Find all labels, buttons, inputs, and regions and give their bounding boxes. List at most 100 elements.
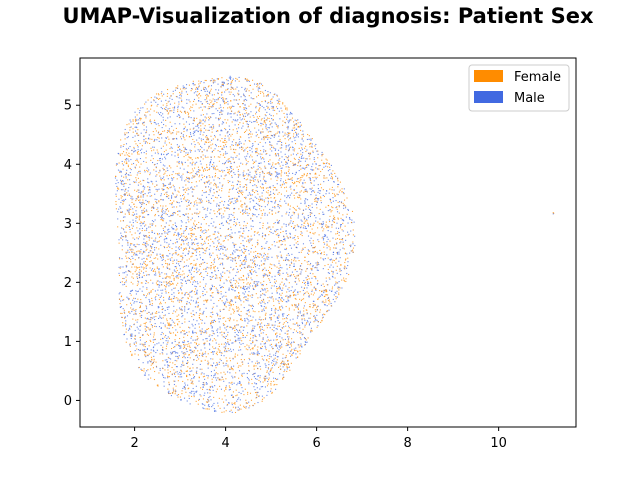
scatter-point-male (199, 363, 201, 365)
scatter-point-female (126, 162, 128, 164)
scatter-point-male (216, 364, 218, 366)
scatter-point-male (253, 386, 255, 388)
scatter-point-female (126, 149, 128, 151)
scatter-point-female (171, 366, 173, 369)
scatter-point-female (261, 270, 263, 272)
scatter-point-male (171, 293, 173, 295)
scatter-point-female (259, 199, 261, 201)
scatter-point-female (162, 145, 164, 147)
scatter-point-female (191, 315, 193, 318)
scatter-point-male (184, 386, 186, 389)
scatter-point-male (221, 185, 223, 187)
scatter-point-male (170, 351, 172, 353)
scatter-point-male (251, 296, 253, 298)
scatter-point-female (281, 278, 283, 280)
scatter-point-male (124, 325, 127, 327)
scatter-point-female (267, 270, 269, 272)
scatter-point-male (202, 339, 204, 341)
scatter-point-male (332, 200, 334, 202)
scatter-point-female (256, 116, 258, 118)
scatter-point-male (274, 230, 276, 232)
scatter-point-male (209, 212, 211, 214)
scatter-point-male (318, 198, 320, 200)
scatter-point-male (200, 272, 202, 274)
scatter-point-male (142, 107, 144, 109)
scatter-point-female (223, 401, 225, 403)
scatter-point-female (259, 92, 262, 94)
scatter-point-female (201, 275, 203, 278)
scatter-point-male (167, 231, 169, 233)
scatter-point-female (152, 206, 155, 208)
scatter-point-female (298, 280, 300, 282)
scatter-point-male (295, 357, 297, 359)
scatter-point-female (222, 362, 224, 364)
scatter-point-male (238, 349, 240, 351)
scatter-point-female (275, 231, 277, 233)
scatter-point-male (199, 254, 201, 256)
scatter-point-male (244, 78, 246, 80)
scatter-point-female (228, 276, 230, 278)
scatter-point-female (258, 110, 260, 112)
scatter-point-female (278, 192, 280, 194)
scatter-point-male (266, 257, 268, 259)
scatter-point-male (295, 154, 298, 156)
scatter-point-male (285, 248, 287, 251)
scatter-point-female (215, 372, 217, 374)
scatter-point-female (296, 180, 298, 183)
scatter-point-male (264, 247, 266, 249)
scatter-point-male (270, 137, 272, 139)
scatter-point-male (248, 249, 250, 252)
scatter-point-male (221, 97, 223, 99)
scatter-point-female (221, 334, 223, 336)
scatter-point-female (258, 86, 260, 88)
scatter-point-female (192, 367, 194, 369)
scatter-point-male (336, 251, 339, 253)
scatter-point-female (209, 80, 211, 82)
scatter-point-female (199, 211, 201, 213)
scatter-point-male (264, 167, 266, 169)
scatter-point-male (217, 335, 219, 337)
scatter-point-female (173, 138, 175, 140)
scatter-point-female (238, 365, 240, 367)
scatter-point-female (227, 348, 229, 350)
scatter-point-female (162, 104, 164, 106)
scatter-point-male (198, 127, 200, 129)
scatter-point-female (145, 117, 147, 119)
scatter-point-female (226, 83, 228, 85)
scatter-point-female (167, 324, 169, 326)
scatter-point-female (258, 200, 260, 202)
scatter-point-female (276, 219, 278, 221)
scatter-point-male (120, 171, 122, 173)
scatter-point-male (230, 156, 232, 158)
scatter-point-male (117, 211, 119, 213)
scatter-point-female (246, 188, 248, 190)
scatter-point-male (149, 301, 151, 303)
scatter-point-male (267, 368, 270, 370)
scatter-point-male (270, 297, 272, 299)
scatter-point-male (159, 369, 161, 371)
scatter-point-female (321, 168, 323, 170)
scatter-point-male (264, 274, 266, 276)
scatter-point-male (210, 126, 212, 128)
scatter-point-male (155, 166, 157, 168)
scatter-point-male (173, 269, 175, 271)
scatter-point-male (133, 342, 135, 344)
scatter-point-male (220, 109, 222, 111)
scatter-point-male (224, 303, 226, 305)
scatter-point-male (271, 346, 273, 348)
scatter-point-male (205, 196, 208, 198)
scatter-point-female (145, 203, 147, 206)
scatter-point-female (204, 285, 206, 287)
scatter-point-female (167, 342, 169, 344)
scatter-point-female (145, 161, 147, 163)
scatter-point-female (303, 191, 305, 193)
scatter-point-male (128, 251, 130, 253)
scatter-point-female (344, 268, 346, 270)
scatter-point-male (200, 81, 202, 83)
scatter-point-female (239, 295, 241, 297)
scatter-point-male (255, 266, 257, 268)
scatter-point-male (215, 226, 217, 228)
scatter-point-male (263, 359, 265, 361)
scatter-point-male (248, 401, 250, 403)
scatter-point-male (200, 89, 202, 92)
